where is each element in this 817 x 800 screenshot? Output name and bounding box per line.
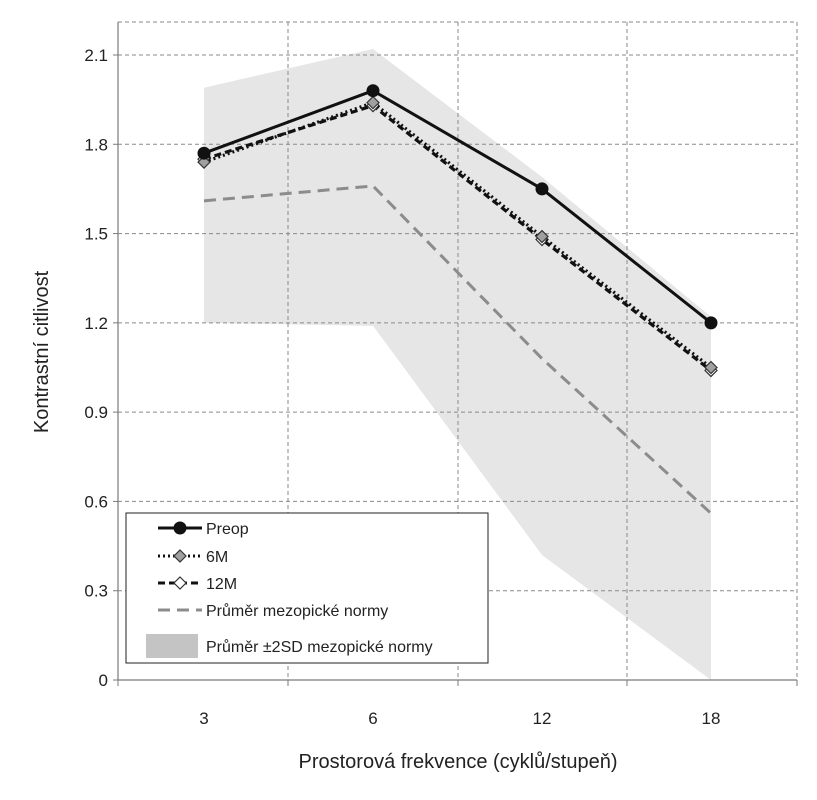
legend-box <box>125 512 489 664</box>
y-tick-label: 0.6 <box>84 492 108 511</box>
y-tick-label: 1.5 <box>84 225 108 244</box>
x-tick-label: 6 <box>368 709 377 728</box>
x-tick-label: 18 <box>702 709 721 728</box>
axis-layer: 0 0.3 0.6 0.9 1.2 1.5 1.8 2.1 3 6 12 18 <box>84 22 798 728</box>
data-point <box>366 84 380 98</box>
y-tick-label: 1.8 <box>84 135 108 154</box>
series-line <box>203 103 712 372</box>
legend-label: Průměr mezopické normy <box>206 602 388 620</box>
x-tick-label: 12 <box>533 709 552 728</box>
legend-label: Průměr ±2SD mezopické normy <box>206 638 433 656</box>
series-preop <box>197 84 718 330</box>
series-line <box>203 89 712 325</box>
legend: Preop 6M 12M Průměr mezopické normy Průměr ±… <box>125 512 489 664</box>
y-tick-label: 0 <box>99 671 108 690</box>
legend-marker <box>173 549 187 563</box>
x-axis-title: Prostorová frekvence (cyklů/stupeň) <box>298 751 617 773</box>
series-6m <box>197 95 718 375</box>
y-tick-label: 0.9 <box>84 403 108 422</box>
data-point <box>535 182 549 196</box>
series-line <box>203 184 713 515</box>
data-point <box>197 155 211 169</box>
y-tick-label: 2.1 <box>84 46 108 65</box>
band-area <box>204 49 711 681</box>
y-axis-title: Kontrastní citlivost <box>31 270 53 433</box>
band-layer <box>204 49 711 681</box>
legend-label: 6M <box>206 549 228 566</box>
y-tick-label: 0.3 <box>84 582 108 601</box>
y-tick-label: 1.2 <box>84 314 108 333</box>
data-point <box>704 360 718 375</box>
x-tick-label: 3 <box>199 709 208 728</box>
legend-label: 12M <box>206 576 237 593</box>
data-point <box>535 229 549 244</box>
series-layer <box>197 84 718 515</box>
series-pr-m-r-mezopick-normy <box>203 184 713 515</box>
series-line <box>203 101 712 369</box>
legend-marker <box>173 521 187 535</box>
data-point <box>197 146 211 160</box>
legend-marker <box>173 576 187 590</box>
legend-band-swatch <box>146 634 198 658</box>
legend-label: Preop <box>206 521 249 538</box>
data-point <box>366 95 380 110</box>
data-point <box>704 316 718 330</box>
